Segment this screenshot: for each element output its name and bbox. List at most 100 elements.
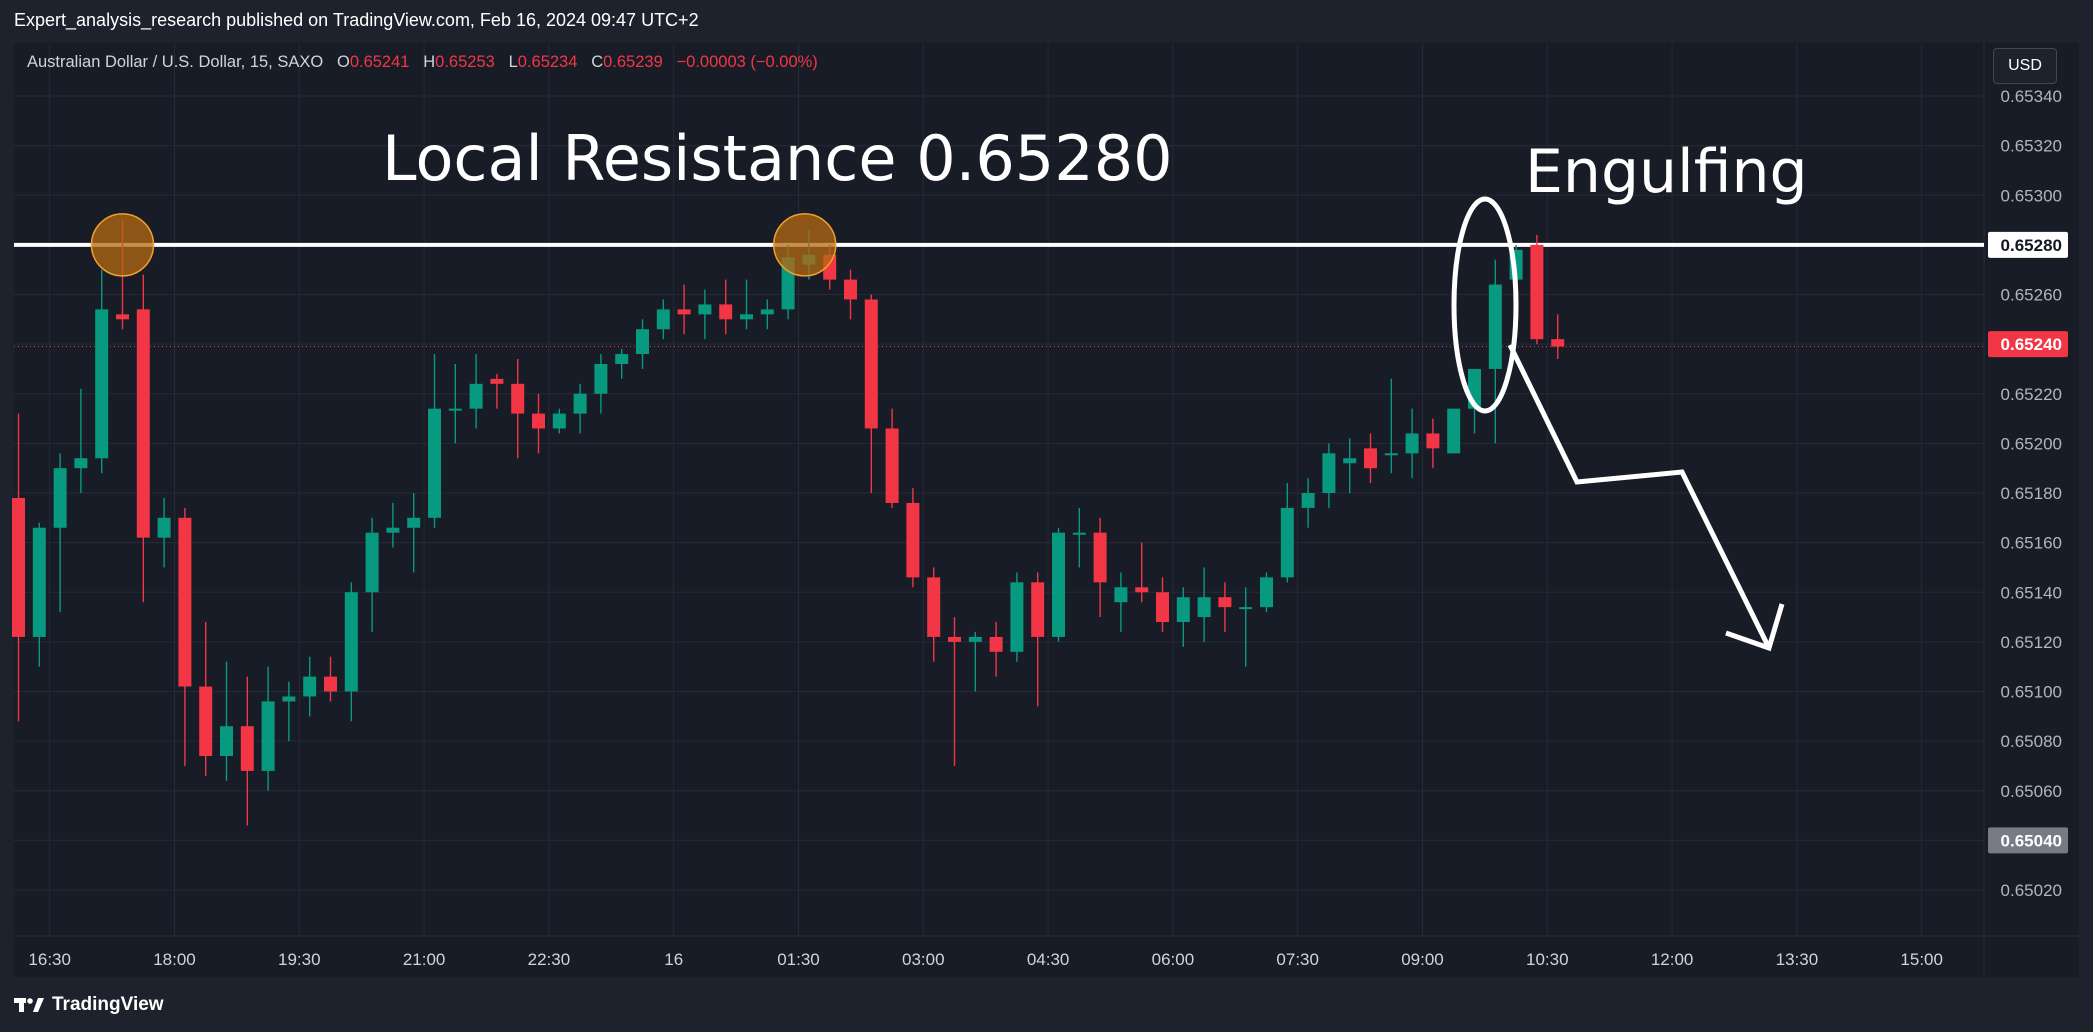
candle-body — [116, 314, 129, 320]
candle-body — [885, 428, 899, 503]
candle-body — [1530, 244, 1544, 340]
bullish-candle — [1176, 587, 1190, 647]
x-tick-label: 06:00 — [1152, 950, 1195, 969]
candle-body — [136, 309, 150, 538]
bullish-candle — [1260, 572, 1273, 613]
price-axis: 0.65340 0.65320 0.65300 0.65280 0.65260 0.652… — [1988, 87, 2068, 900]
x-tick-label: 04:30 — [1027, 950, 1070, 969]
price-label-box — [1988, 331, 2068, 358]
bearish-candle — [1156, 577, 1169, 632]
candle-body — [53, 468, 67, 528]
candles-group — [12, 220, 1565, 826]
bullish-candle — [1405, 408, 1419, 479]
candle-body — [656, 309, 670, 330]
y-tick-label: 0.65060 — [2001, 782, 2062, 801]
bearish-candle — [719, 279, 733, 335]
bullish-candle — [1010, 572, 1024, 662]
bearish-candle — [199, 622, 213, 776]
touch-marker-circle — [90, 213, 155, 277]
bullish-candle — [469, 354, 483, 429]
tradingview-footer[interactable]: TradingView — [14, 994, 164, 1016]
projection-arrow-path — [1507, 343, 1772, 650]
x-tick-label: 09:00 — [1401, 950, 1444, 969]
candle-body — [1135, 587, 1149, 593]
x-tick-label: 15:00 — [1900, 950, 1943, 969]
candle-body — [740, 314, 753, 320]
publication-header: Expert_analysis_research published on Tr… — [14, 10, 699, 30]
resistance-title: Local Resistance 0.65280 — [382, 122, 1173, 195]
candle-body — [1031, 582, 1045, 637]
high-label: H — [423, 53, 436, 71]
bullish-candle — [615, 349, 629, 379]
bearish-candle — [1093, 517, 1107, 618]
candle-body — [1260, 577, 1273, 608]
candle-body — [1301, 493, 1315, 508]
bearish-candle — [677, 284, 691, 335]
bearish-candle — [511, 359, 525, 459]
candle-body — [1176, 597, 1190, 623]
candle-body — [1239, 607, 1253, 610]
chart-area[interactable] — [14, 43, 2079, 977]
candle-body — [324, 676, 337, 692]
currency-button[interactable]: USD — [1993, 48, 2057, 84]
candle-body — [760, 309, 774, 315]
candle-body — [1551, 339, 1565, 347]
candle-body — [282, 696, 296, 702]
candle-body — [74, 458, 88, 469]
candle-body — [1093, 532, 1107, 583]
candle-body — [1384, 453, 1398, 456]
candle-body — [989, 636, 1003, 652]
price-label-text: 0.65240 — [2001, 335, 2062, 354]
bearish-candle — [1135, 542, 1149, 603]
bullish-candle — [1384, 378, 1398, 474]
bearish-candle — [1551, 314, 1565, 360]
bearish-candle — [906, 488, 920, 588]
bullish-candle — [552, 408, 566, 434]
bearish-candle — [1031, 572, 1045, 707]
candle-body — [469, 383, 483, 409]
price-label-box — [1988, 231, 2068, 258]
resistance-line-group — [14, 242, 1984, 348]
open-value: 0.65241 — [349, 53, 410, 71]
candle-body — [1280, 507, 1294, 578]
bearish-candle — [885, 408, 899, 508]
y-tick-label: 0.65180 — [2001, 484, 2062, 503]
candle-body — [927, 577, 941, 637]
bullish-candle — [32, 522, 46, 667]
bullish-candle — [1343, 438, 1357, 493]
bearish-candle — [927, 567, 941, 662]
candle-body — [407, 517, 421, 528]
bullish-candle — [448, 363, 462, 444]
bearish-candle — [989, 622, 1003, 677]
candle-body — [1114, 587, 1128, 603]
bullish-candle — [157, 497, 171, 568]
bullish-candle — [1072, 507, 1086, 568]
bearish-candle — [136, 274, 150, 603]
x-tick-label: 21:00 — [403, 950, 446, 969]
symbol-legend[interactable]: Australian Dollar / U.S. Dollar, 15, SAX… — [27, 53, 818, 72]
bullish-candle — [1447, 408, 1461, 454]
candle-body — [1343, 458, 1357, 464]
candle-body — [636, 329, 649, 355]
candle-body — [1218, 597, 1232, 608]
bullish-candle — [1114, 572, 1128, 632]
candle-body — [698, 304, 712, 315]
candle-body — [906, 502, 920, 578]
candle-body — [1447, 408, 1461, 454]
bearish-candle — [948, 617, 961, 766]
candle-body — [303, 676, 317, 697]
y-tick-label: 0.65340 — [2001, 87, 2062, 106]
bullish-candle — [1239, 587, 1253, 667]
bullish-candle — [1280, 483, 1294, 583]
bearish-candle — [12, 413, 25, 722]
x-tick-label: 13:30 — [1776, 950, 1819, 969]
bearish-candle — [1426, 418, 1440, 469]
bullish-candle — [74, 388, 88, 493]
candle-body — [594, 363, 608, 394]
bullish-candle — [636, 319, 649, 369]
symbol-name: Australian Dollar / U.S. Dollar, 15, SAX… — [27, 53, 324, 71]
y-tick-label: 0.65260 — [2001, 286, 2062, 305]
candle-body — [490, 378, 504, 384]
candle-body — [968, 636, 982, 642]
